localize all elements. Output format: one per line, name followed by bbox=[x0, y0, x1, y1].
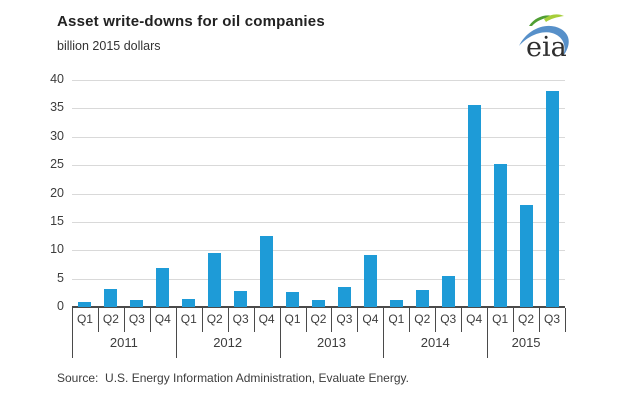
y-axis-tick-15: 15 bbox=[50, 213, 64, 228]
bar-2011-Q1 bbox=[78, 302, 92, 307]
x-axis-line bbox=[72, 306, 565, 308]
y-axis-tick-10: 10 bbox=[50, 242, 64, 257]
x-axis-quarter-2011-Q1: Q1 bbox=[76, 312, 93, 326]
x-axis-quarter-2014-Q4: Q4 bbox=[466, 312, 483, 326]
quarter-tick-line bbox=[409, 308, 411, 332]
year-boundary-line bbox=[383, 308, 385, 358]
x-axis-quarter-2014-Q1: Q1 bbox=[388, 312, 405, 326]
x-axis-quarter-2013-Q2: Q2 bbox=[310, 312, 327, 326]
bar-2015-Q1 bbox=[493, 163, 507, 307]
eia-logo-text: eia bbox=[526, 32, 567, 63]
gridline-25 bbox=[72, 165, 565, 167]
x-axis-quarter-2013-Q4: Q4 bbox=[362, 312, 379, 326]
x-axis-quarter-2013-Q3: Q3 bbox=[336, 312, 353, 326]
year-boundary-line bbox=[487, 308, 489, 358]
x-axis-quarter-2014-Q3: Q3 bbox=[440, 312, 457, 326]
gridline-30 bbox=[72, 136, 565, 138]
quarter-tick-line bbox=[539, 308, 541, 332]
bar-2012-Q4 bbox=[260, 236, 274, 307]
quarter-tick-line bbox=[513, 308, 515, 332]
bar-2015-Q3 bbox=[545, 90, 559, 307]
quarter-tick-line bbox=[97, 308, 99, 332]
eia-logo: eia bbox=[519, 14, 569, 63]
gridline-5 bbox=[72, 278, 565, 280]
bar-2013-Q3 bbox=[337, 287, 351, 307]
bar-2014-Q4 bbox=[467, 104, 481, 307]
chart-title: Asset write-downs for oil companies bbox=[57, 13, 325, 30]
bar-2014-Q2 bbox=[415, 289, 429, 307]
x-axis-quarter-2015-Q2: Q2 bbox=[518, 312, 535, 326]
x-axis-quarter-2011-Q2: Q2 bbox=[102, 312, 119, 326]
y-axis-tick-0: 0 bbox=[57, 299, 64, 313]
x-axis-quarter-2015-Q3: Q3 bbox=[544, 312, 561, 326]
y-axis-tick-30: 30 bbox=[50, 128, 64, 143]
y-axis-tick-35: 35 bbox=[50, 100, 64, 115]
gridline-20 bbox=[72, 193, 565, 195]
bar-2012-Q1 bbox=[182, 299, 196, 307]
x-axis-quarter-2014-Q2: Q2 bbox=[414, 312, 431, 326]
year-boundary-line bbox=[175, 308, 177, 358]
eia-logo-blue-swoosh bbox=[519, 25, 569, 56]
quarter-tick-line bbox=[149, 308, 151, 332]
quarter-tick-line bbox=[435, 308, 437, 332]
bar-2013-Q1 bbox=[286, 292, 300, 307]
x-axis-year-2013: 2013 bbox=[317, 335, 346, 350]
year-boundary-line bbox=[72, 308, 73, 358]
gridline-35 bbox=[72, 108, 565, 110]
bar-2012-Q2 bbox=[208, 253, 222, 307]
y-axis-tick-20: 20 bbox=[50, 185, 64, 200]
x-axis-year-2011: 2011 bbox=[109, 335, 138, 350]
y-axis-tick-5: 5 bbox=[57, 270, 64, 285]
gridline-15 bbox=[72, 221, 565, 223]
quarter-tick-line bbox=[123, 308, 125, 332]
bar-2011-Q2 bbox=[104, 289, 118, 307]
gridline-10 bbox=[72, 250, 565, 252]
x-axis-quarter-2011-Q3: Q3 bbox=[128, 312, 145, 326]
year-boundary-line bbox=[279, 308, 281, 358]
y-axis-tick-40: 40 bbox=[50, 72, 64, 86]
bar-2015-Q2 bbox=[519, 204, 533, 307]
x-axis-quarter-2011-Q4: Q4 bbox=[154, 312, 171, 326]
quarter-tick-line bbox=[201, 308, 203, 332]
x-axis-year-2014: 2014 bbox=[420, 335, 450, 350]
chart-units-label: billion 2015 dollars bbox=[57, 39, 161, 53]
x-axis-year-2012: 2012 bbox=[213, 335, 243, 350]
x-axis-quarter-2015-Q1: Q1 bbox=[492, 312, 509, 326]
quarter-tick-line bbox=[253, 308, 255, 332]
x-axis-quarter-2012-Q1: Q1 bbox=[180, 312, 197, 326]
quarter-tick-line bbox=[357, 308, 359, 332]
x-axis-quarter-2013-Q1: Q1 bbox=[284, 312, 301, 326]
gridline-40 bbox=[72, 80, 565, 81]
quarter-tick-line bbox=[305, 308, 307, 332]
bar-2012-Q3 bbox=[234, 290, 248, 307]
x-axis-quarter-2012-Q3: Q3 bbox=[232, 312, 249, 326]
eia-logo-yellow-swoosh bbox=[544, 14, 564, 22]
bar-2011-Q4 bbox=[156, 268, 170, 307]
x-axis-quarter-2012-Q2: Q2 bbox=[206, 312, 223, 326]
bar-2013-Q4 bbox=[363, 254, 377, 307]
y-axis-tick-25: 25 bbox=[50, 157, 64, 172]
source-note: Source: U.S. Energy Information Administ… bbox=[57, 371, 409, 385]
x-axis-quarter-2012-Q4: Q4 bbox=[258, 312, 275, 326]
bar-2014-Q3 bbox=[441, 275, 455, 307]
quarter-tick-line bbox=[461, 308, 463, 332]
bar-2014-Q1 bbox=[389, 300, 403, 307]
quarter-tick-line bbox=[227, 308, 229, 332]
bar-2013-Q2 bbox=[312, 299, 325, 307]
x-axis-year-2015: 2015 bbox=[511, 335, 541, 350]
quarter-tick-line bbox=[565, 308, 566, 332]
quarter-tick-line bbox=[331, 308, 333, 332]
bar-2011-Q3 bbox=[130, 299, 144, 307]
